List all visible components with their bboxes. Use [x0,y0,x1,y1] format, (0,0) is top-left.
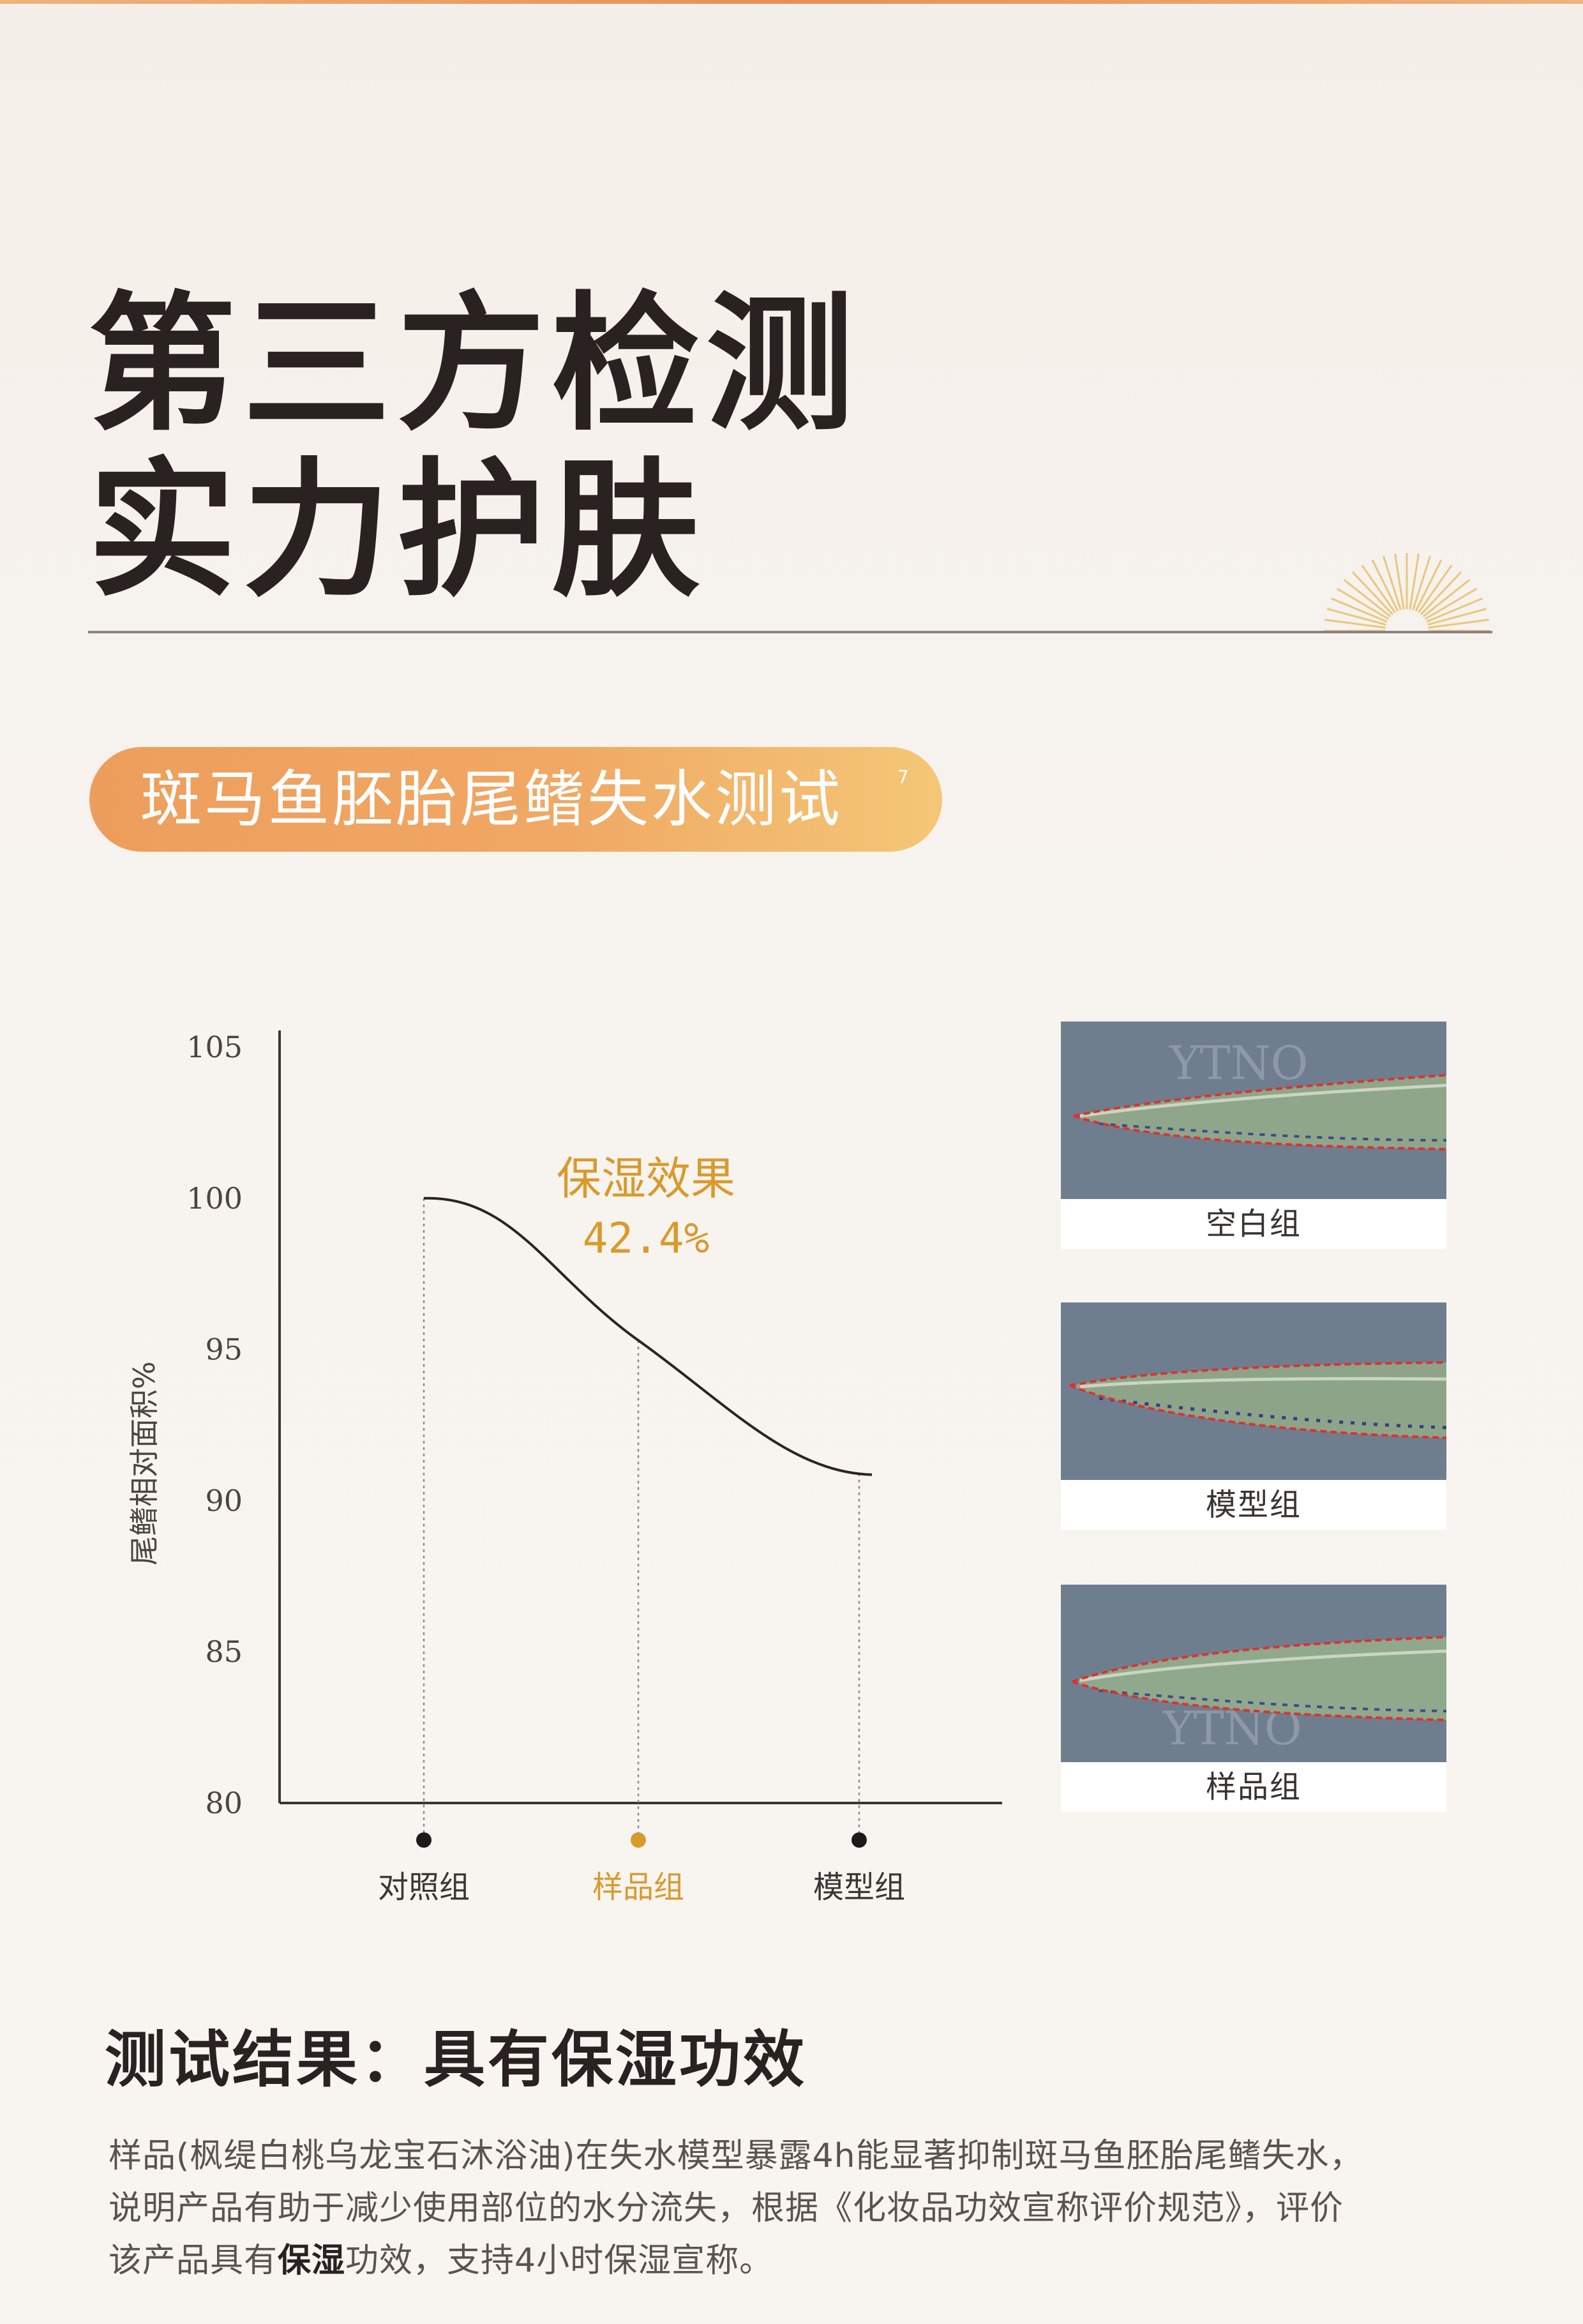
y-tick-label: 100 [186,1181,243,1216]
y-tick-label: 95 [205,1332,243,1367]
x-tick-label: 模型组 [813,1869,905,1905]
top-accent-bar [0,0,1583,4]
sunburst-ray [1412,555,1432,610]
headline-line-2: 实力护肤 [88,442,707,617]
headline: 第三方检测 实力护肤 [88,281,860,613]
result-highlight-moisturizing: 保湿 [278,2242,346,2280]
sunburst-ornament [1324,553,1490,631]
sunburst-ray [1331,597,1388,623]
fish-fin-image-model [1061,1302,1446,1480]
sunburst-ray [1351,571,1393,615]
category-marker [631,1832,646,1848]
sunburst-ray [1324,619,1386,629]
sunburst-ray [1394,554,1405,610]
moisture-chart: 105 100 95 90 85 80 尾鳍相对面积% 对照组 样品组 模型组 保湿效果 42.4% [115,1009,1021,1941]
headline-divider [88,631,1492,633]
test-name-badge: 斑马鱼胚胎尾鳍失水测试 7 [89,747,942,852]
annotation-title: 保湿效果 [557,1152,735,1205]
result-title: 测试结果：具有保湿功效 [105,2024,807,2095]
fish-panel-sample: YTNO 样品组 [1061,1585,1446,1812]
fish-fin-image-blank: YTNO [1061,1022,1446,1199]
result-line-3-start: 该产品具有 [109,2242,278,2280]
image-watermark: YTNO [1169,1036,1309,1090]
test-name-label: 斑马鱼胚胎尾鳍失水测试 [140,764,843,835]
sunburst-ray [1361,564,1396,614]
sunburst-ray [1418,564,1453,614]
sunburst-ray [1420,571,1462,615]
sunburst-ray [1409,554,1420,610]
fish-panel-model: 模型组 [1061,1302,1446,1530]
x-tick-label: 对照组 [378,1869,470,1905]
sunburst-ray [1326,608,1386,626]
sunburst-ray [1427,608,1487,626]
y-axis-label: 尾鳍相对面积% [127,1361,161,1566]
sunburst-ray [1424,587,1478,620]
result-line-3: 该产品具有保湿功效，支持4小时保湿宣称。 [109,2235,1500,2287]
sunburst-ray [1428,619,1489,629]
test-footnote-ref: 7 [897,766,909,787]
sunburst-ray [1371,559,1399,612]
category-marker [852,1832,867,1848]
fish-label-blank: 空白组 [1205,1206,1302,1242]
fish-panel-blank: YTNO 空白组 [1061,1022,1446,1249]
annotation-value: 42.4% [583,1214,710,1263]
sunburst-ray [1422,578,1471,617]
y-tick-label: 80 [205,1786,243,1820]
y-tick-label: 85 [205,1634,243,1669]
data-line [423,1196,873,1476]
fish-label-sample: 样品组 [1205,1769,1302,1805]
y-tick-label: 105 [186,1030,243,1064]
category-marker [416,1832,431,1848]
result-line-2: 说明产品有助于减少使用部位的水分流失，根据《化妆品功效宣称评价规范》，评价 [109,2189,1344,2228]
fish-label-model: 模型组 [1205,1487,1302,1523]
chart-canvas: 105 100 95 90 85 80 尾鳍相对面积% 对照组 样品组 模型组 保湿效果 42.4% [127,1030,1002,1905]
sunburst-ray [1336,587,1390,620]
sunburst-ray [1343,578,1392,617]
fish-fin-image-sample: YTNO [1061,1585,1446,1762]
sunburst-ray [1382,555,1402,610]
result-description: 样品(枫缇白桃乌龙宝石沐浴油)在失水模型暴露4h能显著抑制斑马鱼胚胎尾鳍失水， … [109,2130,1500,2287]
result-line-3-end: 功效，支持4小时保湿宣称。 [345,2242,774,2280]
x-tick-label: 样品组 [592,1869,684,1905]
sunburst-ray [1414,559,1443,612]
result-line-1: 样品(枫缇白桃乌龙宝石沐浴油)在失水模型暴露4h能显著抑制斑马鱼胚胎尾鳍失水， [109,2137,1363,2175]
sunburst-ray [1426,597,1483,623]
headline-line-1: 第三方检测 [88,276,861,451]
y-tick-label: 90 [205,1483,243,1518]
